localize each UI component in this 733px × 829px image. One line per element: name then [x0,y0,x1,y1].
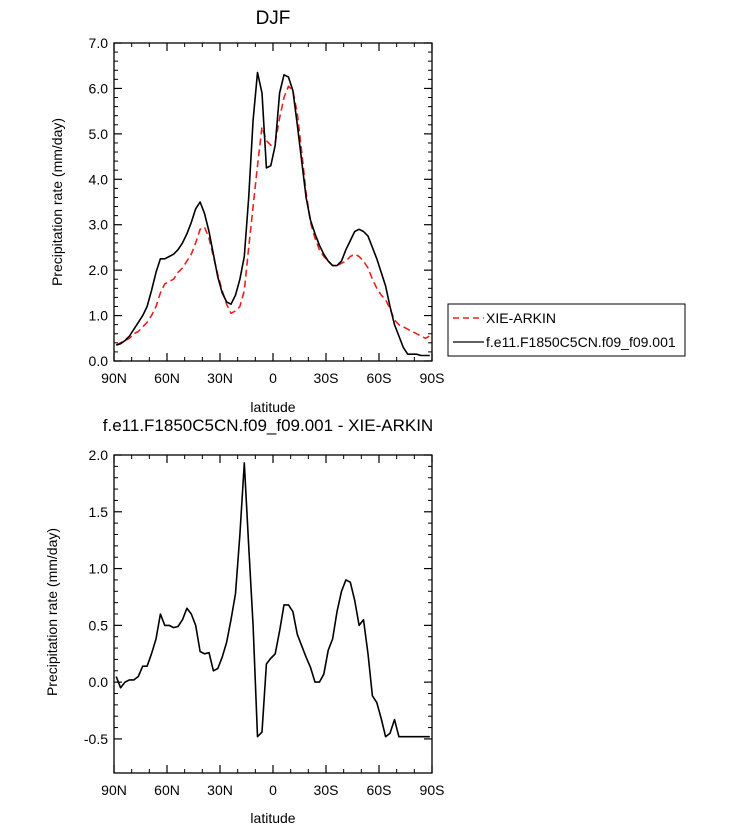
x-tick-label: 30N [207,782,233,798]
chart1-ylabel: Precipitation rate (mm/day) [49,118,65,286]
legend-box [447,303,686,357]
y-tick-label: 1.5 [89,504,109,520]
x-tick-label: 90N [101,370,127,386]
series-line-difference [115,462,430,738]
chart1-legend: XIE-ARKIN f.e11.F1850C5CN.f09_f09.001 [447,303,686,357]
y-tick-label: 5.0 [89,126,109,142]
chart2-xlabel: latitude [250,810,295,826]
x-tick-label: 60S [367,782,392,798]
x-tick-label: 30N [207,370,233,386]
y-tick-label: 6.0 [89,80,109,96]
legend-label-xie-arkin: XIE-ARKIN [486,310,556,326]
y-tick-label: 2.0 [89,447,109,463]
x-tick-label: 60S [367,370,392,386]
chart1-plot-area [115,71,431,357]
y-tick-label: 2.0 [89,262,109,278]
legend-label-model: f.e11.F1850C5CN.f09_f09.001 [486,334,676,350]
x-tick-label: 0 [269,782,277,798]
y-tick-label: 1.0 [89,561,109,577]
chart2-ylabel: Precipitation rate (mm/day) [44,528,60,696]
y-tick-label: 0.0 [89,353,109,369]
chart2-plot-area [115,462,430,738]
y-tick-label: 3.0 [89,217,109,233]
x-tick-label: 30S [314,370,339,386]
x-tick-label: 90S [420,370,445,386]
chart2-title: f.e11.F1850C5CN.f09_f09.001 - XIE-ARKIN [103,416,433,435]
y-tick-label: 1.0 [89,308,109,324]
x-tick-label: 30S [314,782,339,798]
chart1-xlabel: latitude [250,399,295,415]
plot-frame [113,42,433,362]
series-line-f-e11-f1850c5cn-f09-f09-001 [115,71,430,357]
x-tick-label: 60N [154,370,180,386]
y-tick-label: 7.0 [89,35,109,51]
y-tick-label: 4.0 [89,171,109,187]
y-tick-label: 0.5 [89,617,109,633]
y-tick-label: 0.0 [89,674,109,690]
x-tick-label: 0 [269,370,277,386]
y-tick-label: -0.5 [84,731,108,747]
x-tick-label: 60N [154,782,180,798]
series-line-xie-arkin [115,85,431,346]
plot-frame [113,454,433,774]
chart1-title: DJF [256,8,291,29]
x-tick-label: 90S [420,782,445,798]
chart1-axes: 90N 60N 30N 0 30S 60S 90S 0.0 1.0 2.0 3.0 4.0 5.0 6.0… [89,35,445,386]
chart2-axes: 90N 60N 30N 0 30S 60S 90S -0.5 0.0 0.5 1.0 1.5 2.0 [84,447,445,798]
x-tick-label: 90N [101,782,127,798]
